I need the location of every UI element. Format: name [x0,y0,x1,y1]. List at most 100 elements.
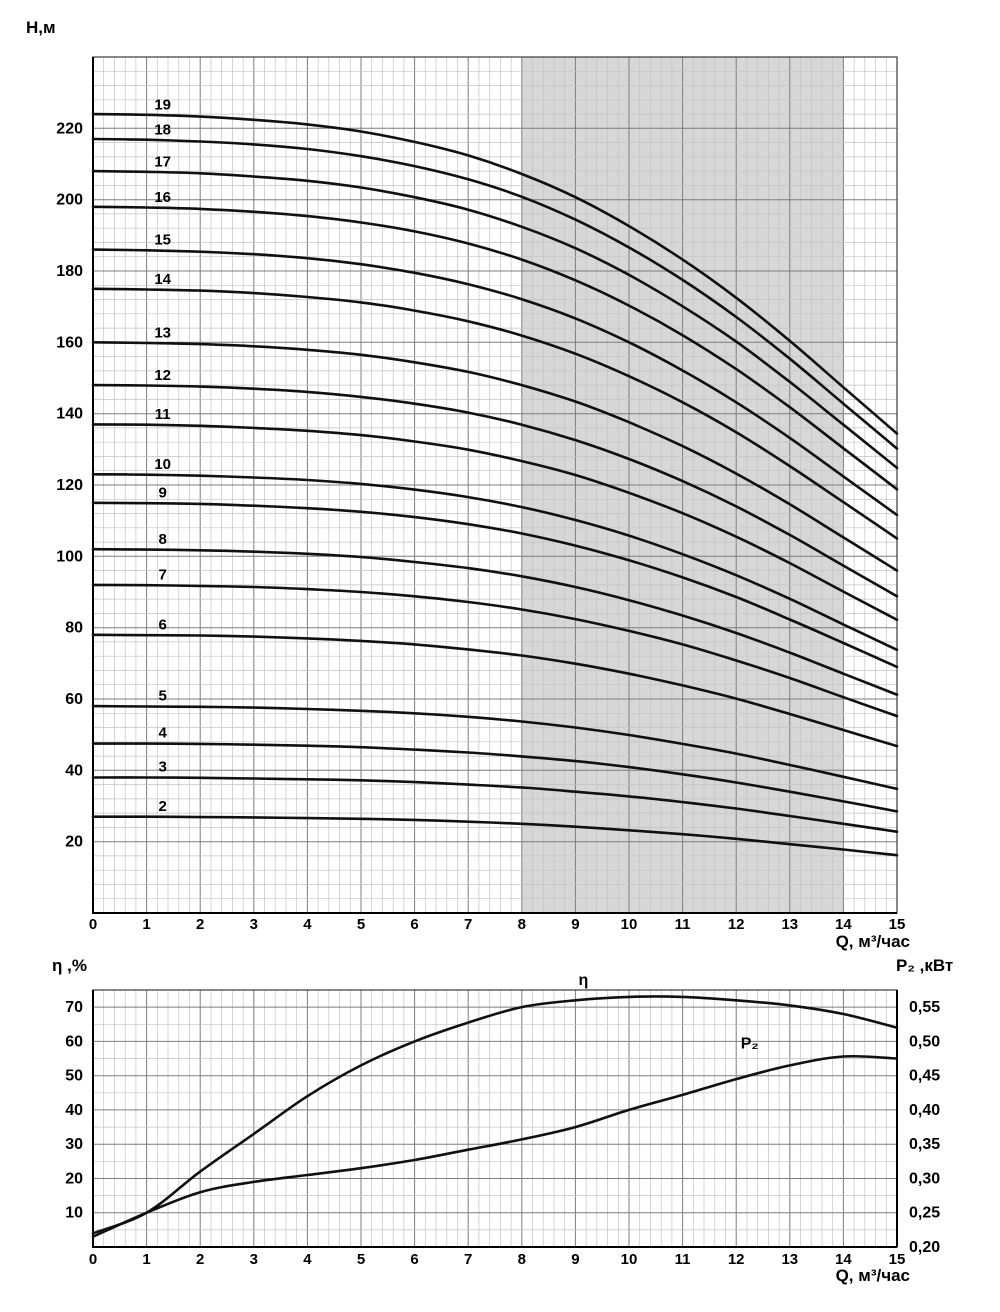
power-tick-label: 0,50 [909,1033,940,1050]
head-curve-15 [91,248,899,517]
x-tick-label: 6 [410,1251,418,1268]
x-tick-label: 3 [250,916,258,933]
power-tick-label: 0,25 [909,1205,940,1222]
power-tick-label: 0,35 [909,1136,940,1153]
head-curve-18 [91,137,899,450]
x-tick-label: 11 [675,1251,691,1268]
x-tick-label: 15 [889,916,906,933]
efficiency-tick-label: 10 [65,1205,83,1222]
head-curve-19 [91,112,899,435]
y-tick-label: 80 [65,620,83,637]
power-tick-label: 0,20 [909,1239,940,1256]
y-tick-label: 120 [56,477,83,494]
y-tick-label: 140 [56,406,83,423]
x-tick-label: 10 [621,1251,638,1268]
head-curve-10 [91,473,899,652]
stage-count-label-13: 13 [154,324,171,341]
power-tick-label: 0,40 [909,1102,940,1119]
head-curve-12 [91,383,899,598]
power-curve [91,1054,899,1238]
x-tick-label: 2 [196,916,204,933]
efficiency-axis-label: η ,% [52,956,87,975]
y-tick-label: 40 [65,762,83,779]
axis-lines [92,990,897,1248]
head-curve-3 [91,776,899,833]
stage-count-label-8: 8 [159,531,167,548]
y-tick-label: 100 [56,548,83,565]
x-tick-label: 0 [89,1251,97,1268]
y-tick-label: 180 [56,263,83,280]
x-tick-label: 9 [571,916,579,933]
head-curve-2 [91,815,899,857]
head-curve-17 [91,169,899,470]
x-tick-label: 9 [571,1251,579,1268]
head-axis-label: Н,м [26,18,56,37]
y-tick-label: 200 [56,192,83,209]
y-tick-label: 20 [65,834,83,851]
x-tick-label: 7 [464,1251,472,1268]
x-tick-label: 0 [89,916,97,933]
efficiency-curve [91,995,899,1235]
y-tick-label: 160 [56,334,83,351]
efficiency-tick-label: 60 [65,1033,83,1050]
x-tick-label: 8 [518,1251,526,1268]
head-curve-11 [91,423,899,622]
x-tick-label: 15 [889,1251,906,1268]
head-curve-6 [91,633,899,748]
x-tick-label: 6 [410,916,418,933]
stage-count-label-11: 11 [155,406,171,423]
head-curve-7 [91,583,899,718]
x-tick-label: 13 [781,916,798,933]
x-tick-label: 7 [464,916,472,933]
stage-count-label-3: 3 [159,759,167,776]
power-axis-label: Р₂ ,кВт [896,956,954,975]
x-tick-label: 5 [357,916,365,933]
x-tick-label: 11 [675,916,691,933]
x-tick-label: 12 [728,916,745,933]
power-tick-label: 0,30 [909,1171,940,1188]
head-curve-16 [91,205,899,491]
plot-frame [92,989,898,1248]
head-curve-9 [91,501,899,669]
stage-count-label-19: 19 [154,96,171,113]
stage-count-label-5: 5 [159,688,167,705]
stage-count-label-4: 4 [159,725,168,742]
x-tick-label: 8 [518,916,526,933]
head-curve-5 [91,704,899,791]
x-tick-label: 14 [835,916,852,933]
x-tick-label: 5 [357,1251,365,1268]
head-curve-13 [91,341,899,572]
head-curve-4 [91,742,899,813]
power-tick-label: 0,55 [909,999,940,1016]
stage-count-label-2: 2 [159,798,167,815]
y-tick-label: 220 [56,120,83,137]
x-tick-label: 4 [303,1251,312,1268]
efficiency-tick-label: 50 [65,1068,83,1085]
stage-count-label-6: 6 [159,616,167,633]
y-tick-label: 60 [65,691,83,708]
stage-count-label-7: 7 [159,566,167,583]
head-curve-8 [91,547,899,696]
x-tick-label: 12 [728,1251,745,1268]
flow-axis-label-top: Q, м³/час [835,932,910,951]
efficiency-curve-label: η [579,972,589,989]
stage-count-label-9: 9 [159,484,167,501]
stage-count-label-14: 14 [154,271,171,288]
x-tick-label: 1 [142,916,150,933]
efficiency-tick-label: 70 [65,999,83,1016]
x-tick-label: 1 [142,1251,150,1268]
stage-count-label-18: 18 [154,121,171,138]
flow-axis-label-bottom: Q, м³/час [835,1266,910,1285]
x-tick-label: 10 [621,916,638,933]
x-tick-label: 4 [303,916,312,933]
head-curve-14 [91,287,899,540]
stage-count-label-10: 10 [154,456,171,473]
power-curve-label: Р₂ [741,1035,759,1052]
x-tick-label: 3 [250,1251,258,1268]
stage-count-label-16: 16 [154,189,171,206]
efficiency-tick-label: 30 [65,1136,83,1153]
